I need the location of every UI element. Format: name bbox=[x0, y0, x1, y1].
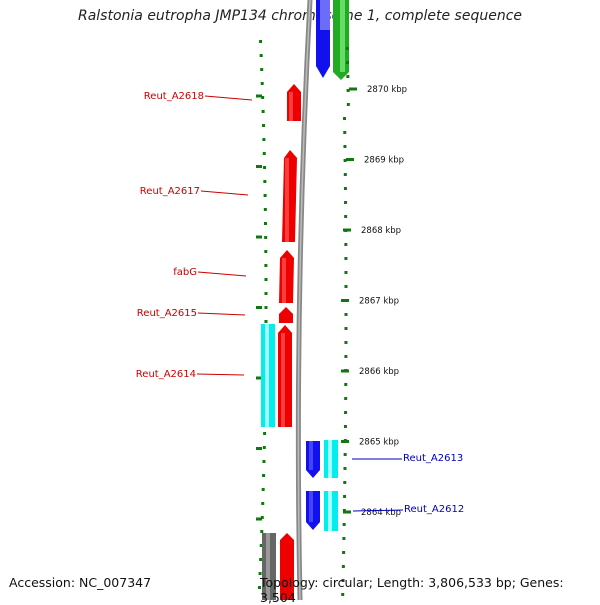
accession-label: Accession: NC_007347 bbox=[9, 575, 152, 590]
rna-feature-right-2[interactable] bbox=[324, 491, 338, 531]
gene-leader-line bbox=[204, 95, 253, 101]
gene-Reut_A2612[interactable] bbox=[306, 491, 320, 530]
gene-leader-line bbox=[196, 373, 245, 376]
gene-label: Reut_A2612 bbox=[404, 504, 464, 515]
scale-tick-label: 2868 kbp bbox=[361, 226, 401, 236]
gene-label: Reut_A2614 bbox=[136, 369, 196, 380]
scale-tick-label: 2870 kbp bbox=[367, 85, 407, 95]
gene-Reut_A2614[interactable] bbox=[278, 325, 292, 427]
scale-tick-label: 2869 kbp bbox=[364, 156, 404, 166]
gene-Reut_A2617[interactable] bbox=[282, 150, 297, 242]
gene-label: Reut_A2618 bbox=[144, 91, 204, 102]
scale-tick-label: 2867 kbp bbox=[359, 297, 399, 307]
gene-Reut_A2618[interactable] bbox=[287, 84, 301, 121]
gene-label: Reut_A2613 bbox=[403, 453, 463, 464]
scale-tick-label: 2865 kbp bbox=[359, 438, 399, 448]
scale-axis: 2870 kbp 2869 kbp 2868 kbp 2867 kbp 2866 kbp… bbox=[256, 85, 407, 521]
scale-tick-label: 2866 kbp bbox=[359, 367, 399, 377]
gene-leader-line bbox=[197, 271, 247, 277]
rna-feature-left[interactable] bbox=[261, 324, 275, 427]
gene-red-bottom[interactable] bbox=[280, 533, 294, 600]
genome-summary: Topology: circular; Length: 3,806,533 bp… bbox=[260, 575, 564, 605]
right-track-ticks bbox=[341, 47, 350, 596]
left-track-ticks bbox=[257, 40, 268, 589]
gene-leader-line bbox=[352, 509, 404, 512]
gene-Reut_A2615[interactable] bbox=[279, 307, 293, 323]
gene-label: Reut_A2615 bbox=[137, 308, 197, 319]
scale-tick-label: 2864 kbp bbox=[361, 508, 401, 518]
left-gene-labels: Reut_A2618 Reut_A2617 fabG Reut_A2615 Reut_A… bbox=[136, 91, 253, 380]
gene-Reut_A2613[interactable] bbox=[306, 441, 320, 478]
gene-fabG[interactable] bbox=[279, 250, 294, 303]
gene-label: Reut_A2617 bbox=[140, 186, 200, 197]
gene-gray-bottom[interactable] bbox=[262, 533, 276, 600]
gene-leader-line bbox=[197, 312, 246, 316]
rna-feature-right-1[interactable] bbox=[324, 440, 338, 478]
map-title: Ralstonia eutropha JMP134 chromosome 1, … bbox=[77, 8, 522, 24]
gene-blue-top[interactable] bbox=[316, 0, 330, 78]
right-gene-labels: Reut_A2613 Reut_A2612 bbox=[352, 453, 464, 515]
gene-leader-line bbox=[200, 190, 249, 196]
gene-green-top[interactable] bbox=[333, 0, 349, 80]
gene-label: fabG bbox=[173, 267, 197, 278]
